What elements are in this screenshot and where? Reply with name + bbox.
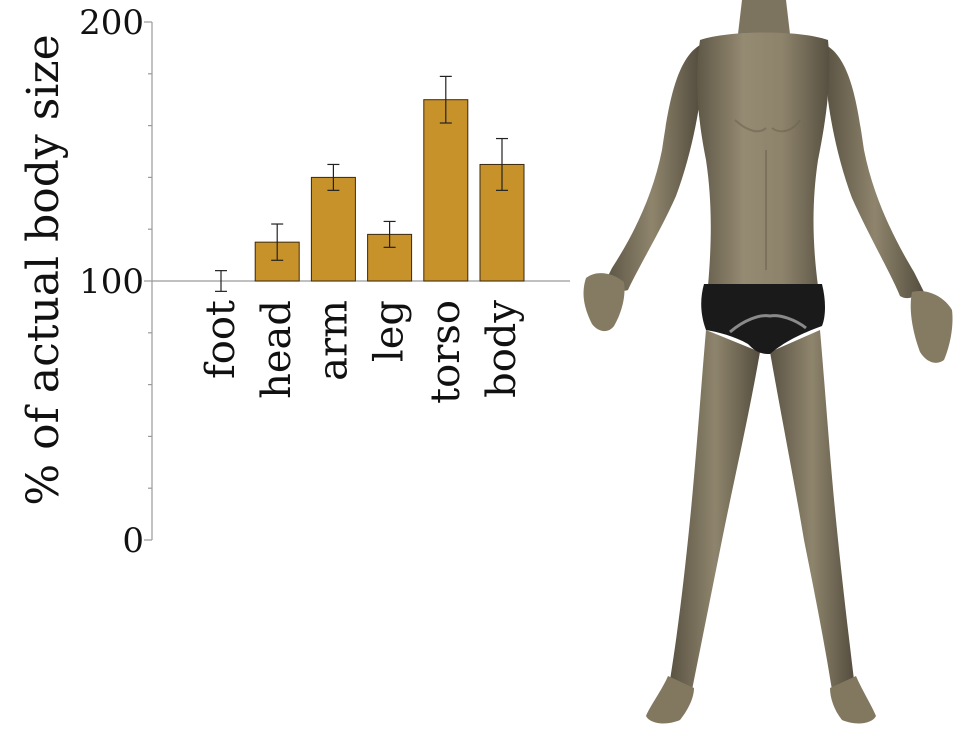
y-tick-labels: 0 100 200 (79, 3, 144, 561)
x-tick-label-head: head (254, 300, 300, 399)
standing-human-body-3d-model (583, 0, 953, 724)
y-ticks (144, 21, 152, 541)
underwear (701, 284, 825, 354)
bars (254, 99, 525, 282)
y-axis-label: % of actual body size (18, 34, 69, 505)
error-bar-body (496, 137, 508, 191)
error-bar-foot (215, 270, 227, 292)
y-tick-label: 200 (79, 3, 144, 43)
right-leg (770, 330, 854, 690)
x-tick-label-torso: torso (423, 300, 469, 404)
right-hand (910, 290, 953, 363)
x-tick-labels: foot head arm leg torso body (198, 300, 525, 404)
bar-chart: 0 100 200 foot head arm leg torso body % of act… (18, 3, 570, 561)
torso (697, 32, 830, 286)
left-foot (646, 676, 694, 724)
underwear-seam (729, 314, 807, 334)
left-leg (670, 330, 760, 690)
x-tick-label-foot: foot (198, 300, 244, 379)
error-bars (215, 75, 508, 292)
bar-torso (423, 99, 469, 282)
error-bar-torso (439, 75, 452, 124)
y-tick-label: 0 (122, 521, 144, 561)
bar-leg (367, 233, 413, 282)
error-bar-leg (383, 220, 396, 248)
error-bar-head (271, 223, 284, 261)
neck (738, 0, 790, 42)
x-tick-label-leg: leg (367, 300, 413, 362)
left-arm (604, 45, 700, 291)
x-tick-label-body: body (479, 300, 525, 398)
chest-detail (734, 119, 801, 270)
right-foot (830, 676, 876, 724)
y-tick-label: 100 (79, 262, 144, 302)
bar-head (254, 241, 300, 282)
bar-arm (310, 176, 356, 282)
error-bar-arm (327, 163, 340, 191)
left-hand (583, 273, 625, 332)
x-tick-label-arm: arm (310, 300, 356, 381)
right-arm (826, 45, 924, 299)
